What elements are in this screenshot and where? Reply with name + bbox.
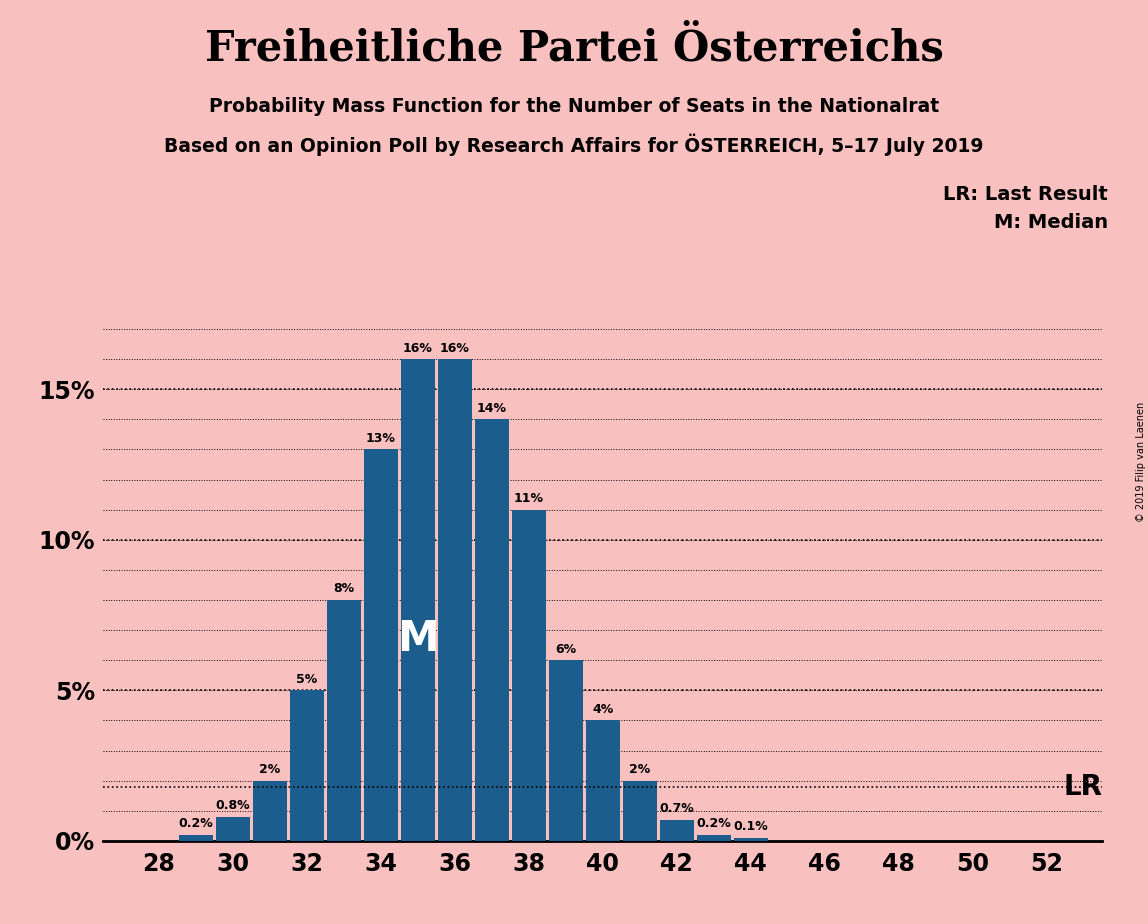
Bar [216,817,250,841]
Bar [512,510,545,841]
Text: 8%: 8% [333,582,355,595]
Bar [475,419,509,841]
Text: 4%: 4% [592,703,613,716]
Bar [585,721,620,841]
Text: 0.2%: 0.2% [697,818,731,831]
Text: 0.7%: 0.7% [659,802,695,815]
Text: 0.1%: 0.1% [734,821,768,833]
Text: © 2019 Filip van Laenen: © 2019 Filip van Laenen [1135,402,1146,522]
Text: 13%: 13% [366,432,396,445]
Bar [622,781,657,841]
Text: 11%: 11% [513,492,544,505]
Bar [734,838,768,841]
Text: 16%: 16% [403,342,433,355]
Bar [289,690,324,841]
Text: M: M [397,617,439,660]
Text: 0.2%: 0.2% [178,818,214,831]
Text: LR: Last Result: LR: Last Result [943,185,1108,204]
Text: M: Median: M: Median [994,213,1108,232]
Text: 2%: 2% [629,763,650,776]
Text: LR: LR [1063,772,1102,800]
Bar [401,359,435,841]
Text: 2%: 2% [259,763,280,776]
Text: Freiheitliche Partei Österreichs: Freiheitliche Partei Österreichs [204,28,944,69]
Text: 16%: 16% [440,342,470,355]
Text: Based on an Opinion Poll by Research Affairs for ÖSTERREICH, 5–17 July 2019: Based on an Opinion Poll by Research Aff… [164,134,984,156]
Text: 0.8%: 0.8% [216,799,250,812]
Bar [437,359,472,841]
Text: Probability Mass Function for the Number of Seats in the Nationalrat: Probability Mass Function for the Number… [209,97,939,116]
Bar [253,781,287,841]
Bar [327,600,360,841]
Bar [179,834,212,841]
Text: 14%: 14% [476,402,506,415]
Bar [364,449,397,841]
Bar [660,820,693,841]
Text: 6%: 6% [556,643,576,656]
Bar [697,834,730,841]
Bar [549,660,583,841]
Text: 5%: 5% [296,673,317,686]
